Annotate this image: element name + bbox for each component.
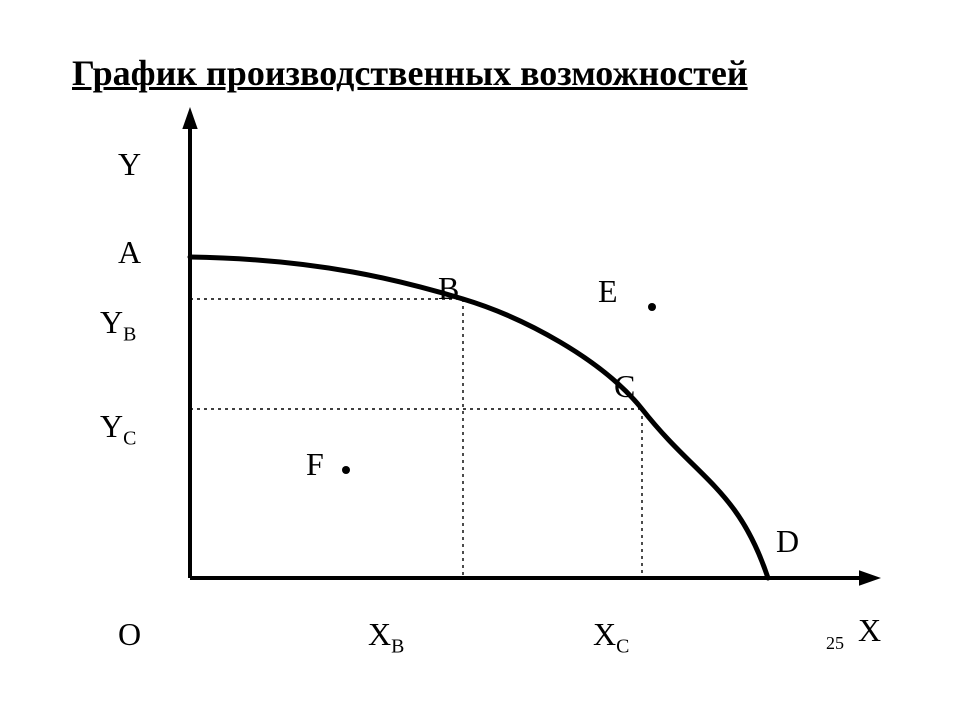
point-label-a: A [118,236,141,268]
chart-svg [0,0,960,720]
tick-label-yb: YB [100,306,136,338]
tick-label-yc: YC [100,410,136,442]
slide-number: 25 [826,634,844,652]
point-label-d: D [776,525,799,557]
axis-label-x: X [858,614,881,646]
tick-label-xc: XC [593,618,629,650]
axis-label-y: Y [118,148,141,180]
tick-label-xb: XB [368,618,404,650]
origin-label: O [118,618,141,650]
diagram-stage: График производственных возможностей Y A… [0,0,960,720]
point-label-e: E [598,275,618,307]
point-label-c: C [614,370,635,402]
point-label-f: F [306,448,324,480]
point-label-b: B [438,272,459,304]
